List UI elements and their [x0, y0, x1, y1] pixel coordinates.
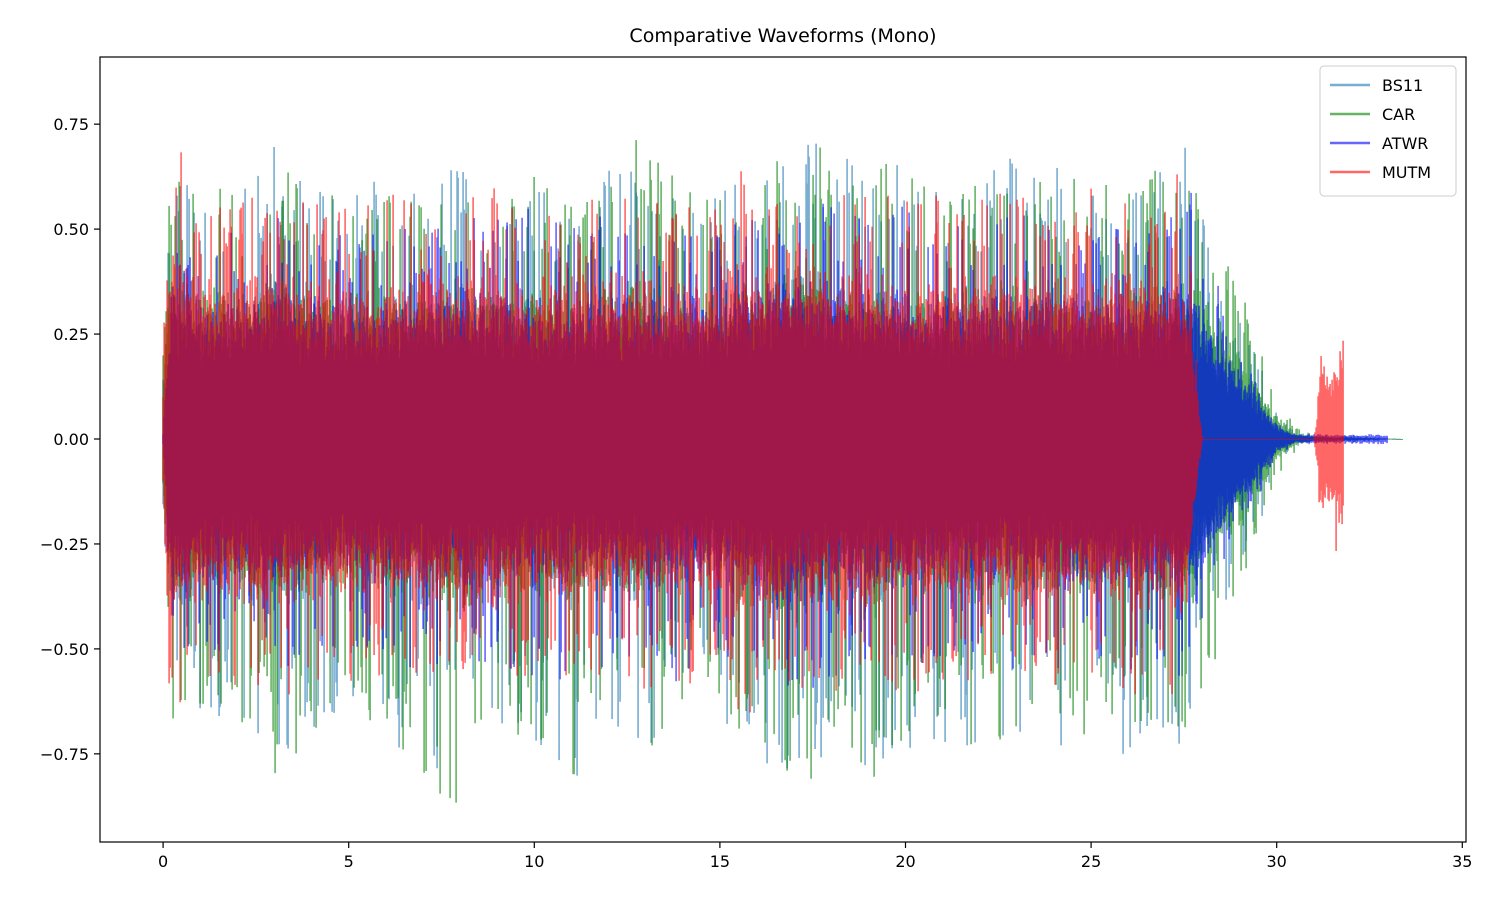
- legend-box: [1319, 65, 1457, 197]
- y-tick-label: −0.25: [40, 535, 89, 554]
- legend: BS11 CAR ATWR MUTM: [1319, 65, 1457, 197]
- legend-label-car: CAR: [1382, 105, 1415, 124]
- x-axis: 0 5 10 15 20 25 30 35: [158, 842, 1472, 871]
- y-tick-label: 0.25: [53, 325, 89, 344]
- y-tick-label: −0.75: [40, 745, 89, 764]
- chart-title: Comparative Waveforms (Mono): [629, 25, 936, 47]
- plot-frame: [99, 56, 1467, 843]
- series-mutm-waveform: [162, 152, 1344, 713]
- series-layer: [162, 140, 1403, 803]
- y-tick-label: −0.50: [40, 640, 89, 659]
- y-tick-label: 0.00: [53, 430, 89, 449]
- x-tick-label: 20: [895, 852, 915, 871]
- legend-label-atwr: ATWR: [1382, 134, 1428, 153]
- x-tick-label: 15: [710, 852, 730, 871]
- legend-label-mutm: MUTM: [1382, 163, 1431, 182]
- x-tick-label: 25: [1081, 852, 1101, 871]
- y-tick-label: 0.75: [53, 115, 89, 134]
- x-tick-label: 0: [158, 852, 168, 871]
- x-tick-label: 35: [1452, 852, 1472, 871]
- legend-label-bs11: BS11: [1382, 76, 1423, 95]
- y-axis: 0.75 0.50 0.25 0.00 −0.25 −0.50 −0.75: [40, 115, 100, 764]
- x-tick-label: 5: [344, 852, 354, 871]
- x-tick-label: 10: [524, 852, 544, 871]
- y-tick-label: 0.50: [53, 220, 89, 239]
- x-tick-label: 30: [1267, 852, 1287, 871]
